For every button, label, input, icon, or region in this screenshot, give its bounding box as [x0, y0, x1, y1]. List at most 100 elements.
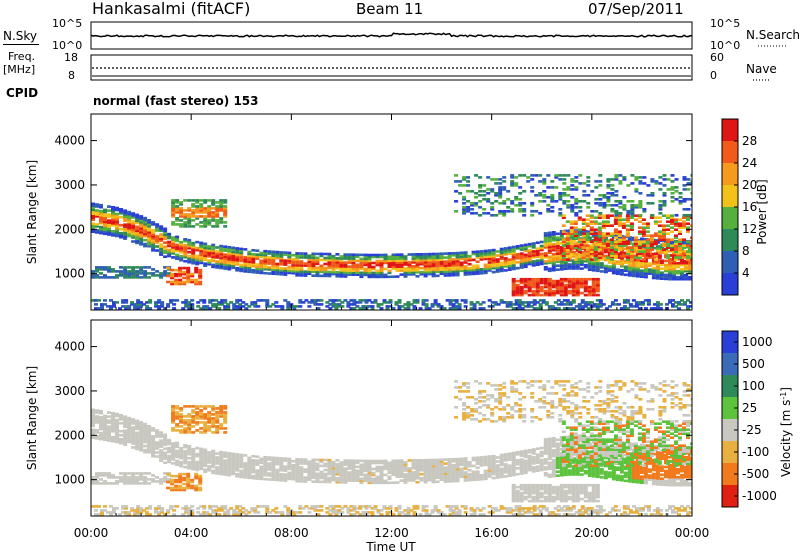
power-cell — [121, 299, 126, 302]
power-cell — [139, 237, 144, 240]
velocity-cell — [135, 439, 140, 443]
power-cell — [555, 232, 560, 236]
power-cell — [347, 259, 352, 262]
power-cell — [239, 259, 244, 263]
power-cell — [207, 221, 212, 224]
velocity-cell — [287, 467, 292, 471]
power-cell — [617, 240, 622, 243]
power-cell — [130, 301, 135, 304]
power-cell — [191, 211, 196, 214]
power-cell — [589, 301, 594, 304]
power-cell — [503, 249, 508, 252]
power-cell — [139, 215, 144, 218]
velocity-cell — [111, 436, 115, 439]
power-cell — [614, 190, 619, 193]
power-cell — [419, 257, 424, 260]
velocity-cell — [551, 450, 556, 454]
velocity-cell — [215, 472, 220, 475]
power-cell — [439, 260, 444, 263]
power-cell — [448, 303, 453, 306]
power-cell — [614, 178, 619, 181]
velocity-cell — [463, 475, 468, 478]
power-cell — [479, 272, 484, 275]
velocity-cell — [219, 468, 224, 472]
power-cell — [642, 182, 647, 185]
power-cell — [580, 299, 585, 302]
velocity-cell — [255, 471, 260, 474]
velocity-cell — [223, 465, 228, 468]
power-cell — [95, 231, 99, 234]
power-cell — [495, 258, 500, 261]
power-cell — [519, 277, 524, 281]
power-cell — [594, 198, 599, 201]
power-cell — [690, 174, 692, 177]
power-cell — [603, 266, 608, 270]
power-cell — [618, 202, 623, 205]
velocity-cell — [283, 469, 288, 472]
power-cell — [223, 211, 228, 214]
power-cell — [223, 247, 228, 250]
power-cell — [650, 192, 655, 195]
power-cell — [170, 276, 175, 280]
velocity-cell — [463, 457, 468, 460]
power-cell — [587, 266, 592, 269]
power-cell — [541, 301, 546, 304]
power-cell — [649, 248, 654, 251]
power-cell — [566, 204, 571, 207]
power-cell — [186, 272, 191, 276]
power-cell — [139, 221, 144, 224]
power-cell — [558, 174, 563, 177]
velocity-cell — [371, 473, 376, 477]
velocity-cell — [159, 443, 164, 446]
velocity-cell — [103, 422, 107, 426]
power-cell — [676, 265, 680, 269]
power-cell — [514, 184, 519, 187]
velocity-cell — [475, 470, 480, 473]
power-cell — [523, 245, 528, 249]
velocity-cell — [455, 461, 460, 465]
power-cell — [172, 307, 177, 310]
power-cell — [131, 220, 136, 223]
power-cell — [107, 221, 111, 224]
power-cell — [494, 192, 499, 195]
velocity-cell — [179, 454, 184, 458]
power-cell — [379, 265, 384, 269]
power-cell — [435, 274, 440, 278]
velocity-cell — [423, 480, 428, 484]
velocity-cell — [371, 459, 376, 463]
power-cell — [143, 274, 148, 277]
power-cell — [194, 278, 199, 282]
velocity-cell — [407, 477, 412, 480]
power-cell — [559, 283, 564, 287]
power-cell — [616, 303, 621, 306]
power-cell — [507, 248, 512, 251]
power-cell — [531, 250, 536, 253]
power-cell — [183, 225, 188, 228]
power-cell — [359, 271, 364, 275]
power-cell — [595, 263, 600, 267]
velocity-cell — [179, 462, 184, 466]
power-cell — [543, 254, 548, 257]
power-cell — [301, 301, 306, 304]
velocity-cell — [91, 430, 95, 433]
power-cell — [539, 279, 544, 283]
velocity-cell — [555, 448, 560, 451]
velocity-cell — [543, 468, 548, 471]
velocity-cell — [323, 478, 328, 482]
velocity-cell — [235, 457, 240, 460]
power-cell — [135, 266, 140, 269]
velocity-cell — [407, 459, 412, 462]
power-cell — [478, 194, 483, 197]
power-cell — [443, 264, 448, 267]
power-cell — [231, 246, 236, 250]
power-cell — [367, 299, 372, 302]
power-cell — [178, 272, 183, 276]
power-cell — [211, 201, 216, 204]
power-cell — [547, 231, 552, 235]
velocity-cell — [183, 453, 188, 457]
power-cell — [613, 240, 618, 243]
velocity-cell — [155, 445, 160, 448]
velocity-cell — [235, 467, 240, 470]
velocity-cell — [531, 458, 536, 461]
power-cell — [467, 258, 472, 262]
